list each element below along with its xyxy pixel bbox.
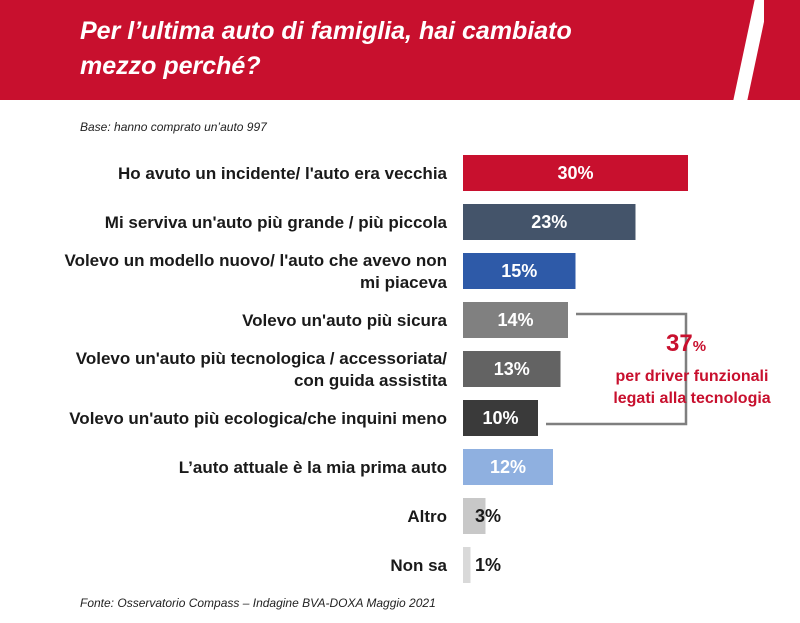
category-label-2-1: mi piaceva [360, 273, 447, 292]
bar-1 [463, 204, 636, 240]
bar-8 [463, 547, 471, 583]
page-title: Per l’ultima auto di famiglia, hai cambi… [80, 17, 572, 80]
bar-value-label-7: 3% [475, 506, 501, 526]
bar-2 [463, 253, 576, 289]
category-label-2-0: Volevo un modello nuovo/ l'auto che avev… [65, 251, 448, 270]
callout-unit: % [692, 338, 707, 355]
bar-value-label-0: 30% [557, 163, 593, 183]
category-label-0-0: Ho avuto un incidente/ l'auto era vecchi… [118, 164, 448, 183]
category-label-8-0: Non sa [390, 556, 447, 575]
bar-3 [463, 302, 568, 338]
bar-7 [463, 498, 486, 534]
category-label-5-0: Volevo un'auto più ecologica/che inquini… [69, 409, 447, 428]
category-label-4-1: con guida assistita [294, 371, 448, 390]
category-label-1-0: Mi serviva un'auto più grande / più picc… [105, 213, 448, 232]
bar-4 [463, 351, 561, 387]
callout-number: 37 [666, 330, 693, 357]
header-banner: Per l’ultima auto di famiglia, hai cambi… [0, 0, 800, 100]
category-label-6-0: L’auto attuale è la mia prima auto [179, 458, 447, 477]
header-decoration-right [764, 0, 800, 100]
bar-value-label-1: 23% [531, 212, 567, 232]
bar-value-label-4: 13% [494, 359, 530, 379]
bar-0 [463, 155, 688, 191]
category-label-3-0: Volevo un'auto più sicura [242, 311, 447, 330]
bar-value-label-2: 15% [501, 261, 537, 281]
callout-value: 37% [666, 330, 706, 358]
bar-value-label-5: 10% [482, 408, 518, 428]
category-label-7-0: Altro [407, 507, 447, 526]
bar-value-label-3: 14% [497, 310, 533, 330]
base-note: Base: hanno comprato un’auto 997 [80, 120, 267, 134]
callout-bracket [546, 312, 688, 426]
category-label-4-0: Volevo un'auto più tecnologica / accesso… [76, 349, 447, 368]
bar-6 [463, 449, 553, 485]
bar-value-label-6: 12% [490, 457, 526, 477]
bar-5 [463, 400, 538, 436]
source-note: Fonte: Osservatorio Compass – Indagine B… [80, 596, 436, 610]
callout-text: per driver funzionali legati alla tecnol… [613, 368, 771, 407]
bar-value-label-8: 1% [475, 555, 501, 575]
